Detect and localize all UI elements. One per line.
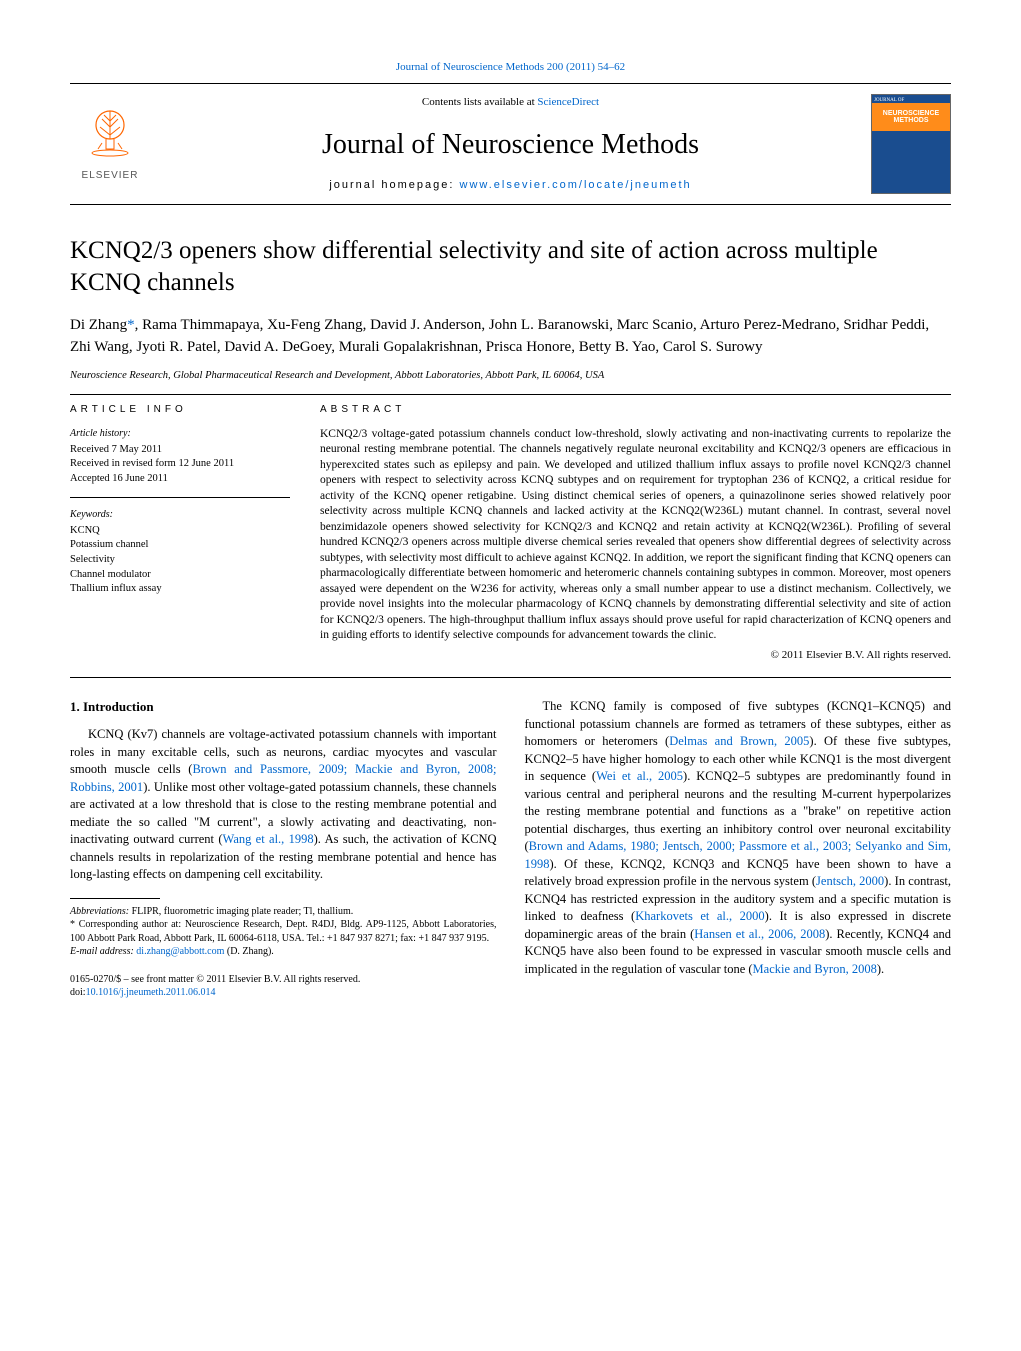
header-center: Contents lists available at ScienceDirec…	[150, 95, 871, 193]
abbreviations-footnote: Abbreviations: FLIPR, fluorometric imagi…	[70, 905, 497, 919]
corr-label: * Corresponding author at:	[70, 919, 181, 930]
cover-band: NEUROSCIENCE METHODS	[872, 103, 950, 131]
contents-prefix: Contents lists available at	[422, 96, 537, 108]
info-abstract-row: ARTICLE INFO Article history: Received 7…	[70, 403, 951, 679]
abstract-column: ABSTRACT KCNQ2/3 voltage-gated potassium…	[320, 403, 951, 664]
elsevier-logo: ELSEVIER	[70, 99, 150, 189]
citation-link[interactable]: Hansen et al., 2006, 2008	[694, 927, 825, 941]
author-list: Di Zhang*, Rama Thimmapaya, Xu-Feng Zhan…	[70, 314, 951, 359]
right-column: The KCNQ family is composed of five subt…	[525, 698, 952, 999]
citation-link[interactable]: Kharkovets et al., 2000	[635, 909, 764, 923]
email-label: E-mail address:	[70, 946, 136, 957]
left-column: 1. Introduction KCNQ (Kv7) channels are …	[70, 698, 497, 999]
citation-link[interactable]: Wang et al., 1998	[223, 832, 314, 846]
email-footnote: E-mail address: di.zhang@abbott.com (D. …	[70, 945, 497, 959]
body-paragraph: The KCNQ family is composed of five subt…	[525, 698, 952, 978]
keywords-label: Keywords:	[70, 508, 290, 522]
article-info-column: ARTICLE INFO Article history: Received 7…	[70, 403, 290, 664]
abstract-text: KCNQ2/3 voltage-gated potassium channels…	[320, 427, 951, 644]
article-history: Article history: Received 7 May 2011 Rec…	[70, 427, 290, 498]
accepted-date: Accepted 16 June 2011	[70, 472, 290, 487]
homepage-prefix: journal homepage:	[329, 179, 459, 191]
elsevier-tree-icon	[80, 105, 140, 165]
history-label: Article history:	[70, 427, 290, 441]
keyword: Selectivity	[70, 553, 290, 568]
revised-date: Received in revised form 12 June 2011	[70, 457, 290, 472]
elsevier-label: ELSEVIER	[82, 169, 139, 183]
doi-link[interactable]: 10.1016/j.jneumeth.2011.06.014	[86, 987, 216, 998]
homepage-link[interactable]: www.elsevier.com/locate/jneumeth	[460, 179, 692, 191]
authors-text: Di Zhang*, Rama Thimmapaya, Xu-Feng Zhan…	[70, 317, 929, 356]
keyword: Channel modulator	[70, 568, 290, 583]
article-info-heading: ARTICLE INFO	[70, 403, 290, 417]
abbrev-text: FLIPR, fluorometric imaging plate reader…	[129, 906, 353, 917]
affiliation: Neuroscience Research, Global Pharmaceut…	[70, 369, 951, 395]
journal-name: Journal of Neuroscience Methods	[150, 125, 871, 164]
top-citation: Journal of Neuroscience Methods 200 (201…	[70, 60, 951, 75]
para-text: ).	[877, 962, 884, 976]
top-citation-link[interactable]: Journal of Neuroscience Methods 200 (201…	[396, 61, 625, 73]
citation-link[interactable]: Wei et al., 2005	[596, 769, 683, 783]
section-title: Introduction	[83, 699, 154, 714]
sciencedirect-link[interactable]: ScienceDirect	[537, 96, 599, 108]
keyword: KCNQ	[70, 524, 290, 539]
article-title: KCNQ2/3 openers show differential select…	[70, 235, 951, 298]
keyword: Thallium influx assay	[70, 582, 290, 597]
page-footer: 0165-0270/$ – see front matter © 2011 El…	[70, 973, 497, 999]
journal-header: ELSEVIER Contents lists available at Sci…	[70, 83, 951, 205]
journal-cover-thumbnail: JOURNAL OF NEUROSCIENCE METHODS	[871, 94, 951, 194]
cover-title-line2: METHODS	[894, 117, 929, 124]
cover-title-line1: NEUROSCIENCE	[883, 110, 939, 117]
cover-title: NEUROSCIENCE METHODS	[883, 110, 939, 125]
keyword: Potassium channel	[70, 538, 290, 553]
section-number: 1.	[70, 699, 80, 714]
corresponding-mark[interactable]: *	[127, 317, 135, 333]
corresponding-footnote: * Corresponding author at: Neuroscience …	[70, 918, 497, 945]
citation-link[interactable]: Jentsch, 2000	[816, 874, 884, 888]
footnote-separator	[70, 898, 160, 899]
footer-doi: doi:10.1016/j.jneumeth.2011.06.014	[70, 986, 497, 999]
footer-copyright: 0165-0270/$ – see front matter © 2011 El…	[70, 973, 497, 986]
body-paragraph: KCNQ (Kv7) channels are voltage-activate…	[70, 726, 497, 884]
contents-available: Contents lists available at ScienceDirec…	[150, 95, 871, 110]
section-heading: 1. Introduction	[70, 698, 497, 716]
abbrev-label: Abbreviations:	[70, 906, 129, 917]
citation-link[interactable]: Mackie and Byron, 2008	[753, 962, 877, 976]
received-date: Received 7 May 2011	[70, 443, 290, 458]
doi-label: doi:	[70, 987, 86, 998]
email-person: (D. Zhang).	[224, 946, 273, 957]
abstract-copyright: © 2011 Elsevier B.V. All rights reserved…	[320, 648, 951, 663]
citation-link[interactable]: Delmas and Brown, 2005	[669, 734, 809, 748]
page-container: Journal of Neuroscience Methods 200 (201…	[0, 0, 1021, 1039]
body-columns: 1. Introduction KCNQ (Kv7) channels are …	[70, 698, 951, 999]
journal-homepage: journal homepage: www.elsevier.com/locat…	[150, 178, 871, 193]
email-link[interactable]: di.zhang@abbott.com	[136, 946, 224, 957]
abstract-heading: ABSTRACT	[320, 403, 951, 417]
